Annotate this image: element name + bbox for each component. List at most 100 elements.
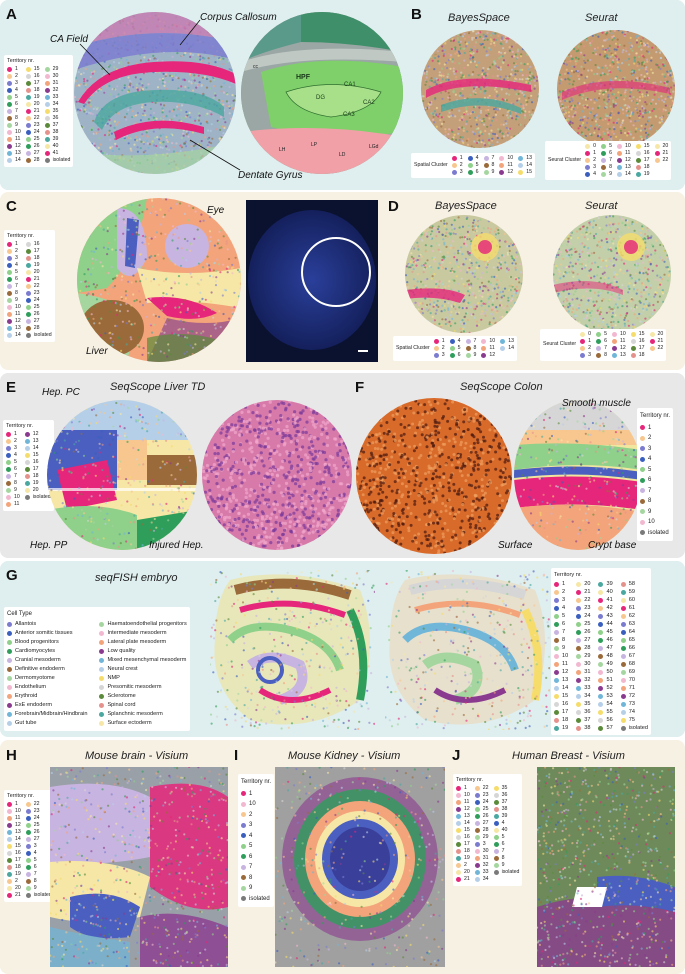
legend-item: 4 (25, 850, 52, 857)
legend-items: 1 2 3 4 5 6 7 8 9 10 11 12 13 14 (433, 337, 514, 359)
legend-label: 7 (33, 871, 37, 878)
legend-swatch (620, 661, 626, 667)
legend-swatch (25, 151, 31, 157)
legend-swatch (24, 432, 30, 438)
legend-label: 2 (15, 248, 18, 255)
legend-swatch (649, 346, 655, 351)
legend-swatch (585, 172, 591, 177)
legend-label: 5 (562, 613, 566, 619)
legend-swatch (493, 863, 499, 869)
legend-swatch (640, 435, 645, 441)
legend-swatch (518, 156, 524, 161)
legend-label: 18 (562, 717, 569, 723)
cell-type-list-left: Allantois Anterior somitic tissues Blood p… (7, 620, 87, 728)
legend-item: 16 (24, 459, 51, 466)
panel-b-title-seurat: Seurat (585, 12, 618, 24)
legend-item: 2 (6, 438, 20, 445)
legend-panel-i: Territory nr. 1 10 2 3 4 5 6 7 8 9 isolated (238, 774, 275, 907)
legend-swatch (6, 460, 11, 466)
legend-item: 36 (44, 115, 71, 122)
legend-item: 29 (44, 66, 71, 73)
legend-item: 9 (640, 507, 670, 518)
legend-swatch (7, 823, 12, 829)
panel-d-title-bayesspace: BayesSpace (435, 200, 497, 212)
legend-label: 67 (628, 653, 635, 659)
atlas-regions (241, 12, 403, 174)
legend-swatch (25, 333, 31, 339)
legend-swatch (483, 156, 489, 161)
atlas-label-lp: LP (311, 142, 318, 148)
legend-label: 12 (624, 156, 631, 163)
cell-type-item: Forebrain/Midbrain/Hindbrain (7, 710, 87, 719)
legend-swatch (241, 791, 246, 797)
legend-swatch (7, 74, 12, 80)
legend-label: 45 (606, 629, 613, 635)
legend-label: 5 (249, 843, 253, 849)
legend-swatch (241, 843, 246, 849)
legend-swatch (576, 685, 582, 691)
legend-swatch (44, 144, 50, 150)
annotation-crypt-base: Crypt base (588, 540, 637, 551)
legend-swatch (25, 879, 31, 885)
legend-swatch (449, 353, 455, 358)
legend-label: 13 (508, 337, 514, 344)
legend-label: 9 (14, 487, 17, 494)
legend-label: 38 (52, 129, 59, 136)
legend-label: 53 (606, 693, 613, 699)
legend-item: isolated (24, 494, 51, 501)
legend-label: 26 (584, 629, 591, 635)
legend-label: Low quality (107, 648, 136, 654)
legend-label: 2 (588, 344, 592, 351)
legend-swatch (630, 339, 636, 344)
legend-label: 34 (584, 693, 591, 699)
legend-swatch (601, 144, 607, 149)
legend-label: 23 (584, 605, 591, 611)
legend-item: 11 (7, 815, 21, 822)
legend-item: 20 (654, 143, 668, 150)
legend-item: 58 (620, 580, 648, 588)
legend-label: 12 (489, 351, 496, 358)
legend-label: 7 (604, 344, 607, 351)
legend-swatch (7, 305, 12, 311)
legend-label: Intermediate mesoderm (107, 630, 167, 636)
legend-item: 10 (499, 155, 513, 162)
legend-label: 12 (15, 143, 21, 150)
legend-swatch (44, 95, 50, 101)
legend-swatch (456, 863, 461, 869)
legend-swatch (620, 725, 626, 731)
legend-label: 2 (562, 589, 566, 595)
legend-swatch (598, 725, 604, 731)
legend-label: 70 (628, 677, 635, 683)
spot-texture (537, 767, 675, 967)
legend-swatch (6, 446, 11, 452)
legend-swatch (467, 156, 473, 161)
colon-he-image (356, 398, 512, 554)
legend-label: 38 (584, 725, 591, 731)
legend-item: 50 (598, 668, 613, 676)
legend-item: 6 (467, 169, 479, 176)
legend-swatch (433, 353, 439, 358)
legend-label: 20 (584, 581, 591, 587)
legend-swatch (640, 425, 645, 431)
legend-label: 1 (249, 790, 253, 797)
legend-swatch (474, 856, 480, 862)
annotation-ca-field: CA Field (50, 34, 88, 45)
legend-item: 17 (635, 157, 650, 164)
legend-swatch (465, 346, 471, 351)
legend-swatch (456, 814, 461, 820)
legend-label: 60 (628, 597, 635, 603)
legend-swatch (44, 74, 50, 80)
panel-label-a: A (6, 6, 17, 23)
legend-label: 17 (33, 80, 40, 87)
spot-texture (275, 767, 445, 967)
annotation-smooth-muscle: Smooth muscle (562, 398, 631, 409)
legend-label: 25 (482, 806, 489, 813)
legend-swatch (44, 151, 50, 157)
legend-label: 32 (584, 677, 591, 683)
legend-label: 6 (604, 337, 607, 344)
legend-item: 21 (25, 276, 52, 283)
legend-swatch (7, 844, 12, 850)
legend-label: 25 (33, 822, 40, 829)
legend-swatch (576, 597, 582, 603)
legend-label: 4 (249, 832, 253, 839)
